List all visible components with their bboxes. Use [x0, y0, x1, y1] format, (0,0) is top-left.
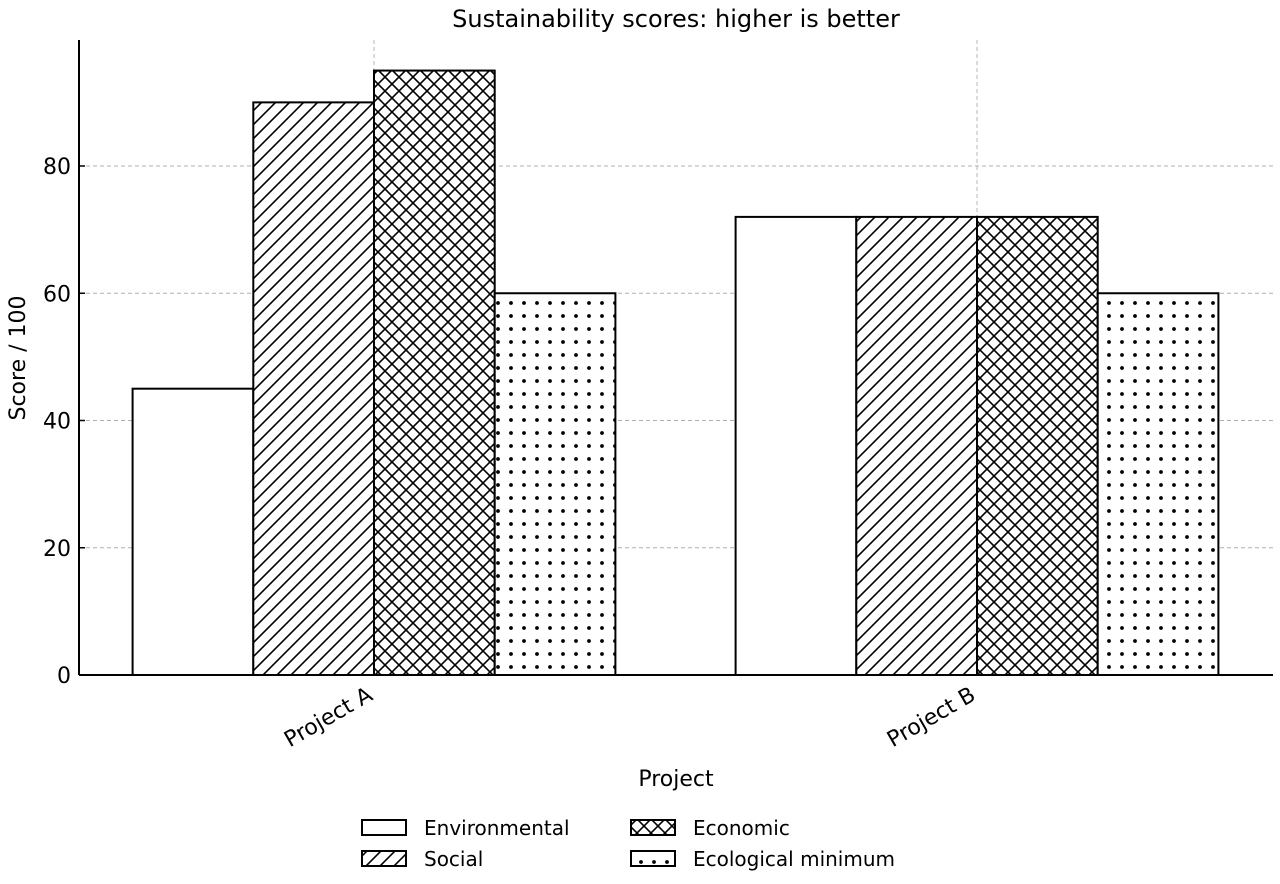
legend-item: Economic	[630, 816, 790, 840]
y-tick-label: 80	[43, 155, 71, 180]
y-axis-label: Score / 100	[6, 295, 31, 420]
bar	[855, 215, 978, 676]
legend-label: Economic	[693, 816, 790, 840]
bar	[734, 215, 858, 676]
bar	[252, 101, 375, 676]
x-tick-label: Project A	[280, 683, 377, 753]
bar	[373, 69, 496, 676]
bar	[493, 292, 617, 676]
y-tick-label: 60	[43, 282, 71, 307]
legend-label: Ecological minimum	[693, 847, 895, 871]
legend-swatch	[630, 819, 676, 836]
y-tick-label: 40	[43, 410, 71, 435]
legend-label: Social	[424, 847, 483, 871]
y-tick-label: 20	[43, 537, 71, 562]
bar	[1096, 292, 1220, 676]
bar	[131, 387, 255, 676]
legend-swatch	[361, 850, 407, 867]
legend-label: Environmental	[424, 816, 570, 840]
x-axis-label: Project	[638, 767, 714, 792]
x-tick-label: Project B	[883, 683, 980, 753]
legend-swatch	[361, 819, 407, 836]
legend-item: Environmental	[361, 816, 570, 840]
legend-item: Ecological minimum	[630, 847, 895, 871]
legend-swatch	[630, 850, 676, 867]
bar	[976, 215, 1099, 676]
bars	[131, 69, 1220, 676]
legend-item: Social	[361, 847, 483, 871]
y-tick-label: 0	[57, 664, 71, 689]
chart-title: Sustainability scores: higher is better	[452, 5, 900, 33]
legend: Environmental Social Economic Ecological mi…	[361, 816, 895, 871]
